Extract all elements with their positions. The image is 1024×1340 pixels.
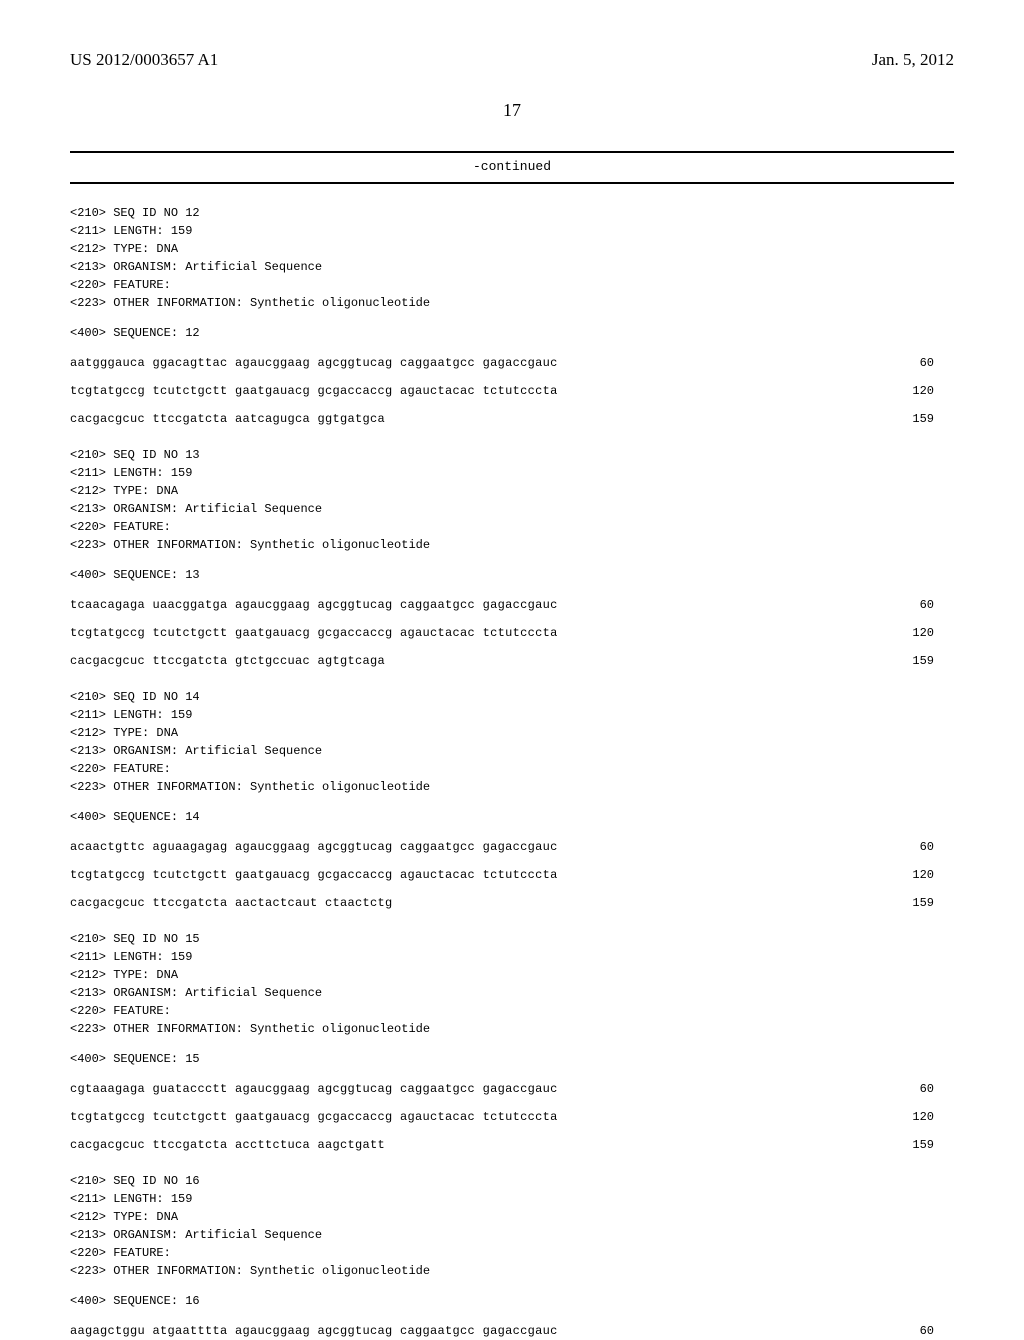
sequence-row: cacgacgcuc ttccgatcta accttctuca aagctga… <box>70 1136 954 1154</box>
sequence-marker: <400> SEQUENCE: 12 <box>70 324 954 342</box>
sequence-position: 159 <box>912 410 954 428</box>
sequence-row: aagagctggu atgaatttta agaucggaag agcggtu… <box>70 1322 954 1340</box>
sequence-header-line: <211> LENGTH: 159 <box>70 222 954 240</box>
sequence-text: cacgacgcuc ttccgatcta gtctgccuac agtgtca… <box>70 652 385 670</box>
sequence-row: tcgtatgccg tcutctgctt gaatgauacg gcgacca… <box>70 866 954 884</box>
sequence-header-line: <210> SEQ ID NO 14 <box>70 688 954 706</box>
sequence-position: 60 <box>920 1080 954 1098</box>
continued-label: -continued <box>70 159 954 174</box>
sequence-text: cacgacgcuc ttccgatcta aatcagugca ggtgatg… <box>70 410 385 428</box>
sequence-header-line: <210> SEQ ID NO 13 <box>70 446 954 464</box>
sequence-position: 120 <box>912 624 954 642</box>
sequence-header-line: <212> TYPE: DNA <box>70 482 954 500</box>
sequence-row: cgtaaagaga guataccctt agaucggaag agcggtu… <box>70 1080 954 1098</box>
sequence-header-line: <220> FEATURE: <box>70 760 954 778</box>
sequence-row: cacgacgcuc ttccgatcta aactactcaut ctaact… <box>70 894 954 912</box>
sequence-text: tcgtatgccg tcutctgctt gaatgauacg gcgacca… <box>70 382 558 400</box>
sequence-header-line: <223> OTHER INFORMATION: Synthetic oligo… <box>70 294 954 312</box>
sequence-header-line: <210> SEQ ID NO 15 <box>70 930 954 948</box>
sequence-header-line: <212> TYPE: DNA <box>70 240 954 258</box>
sequence-listing: <210> SEQ ID NO 12<211> LENGTH: 159<212>… <box>70 204 954 1340</box>
sequence-position: 60 <box>920 838 954 856</box>
sequence-header-line: <212> TYPE: DNA <box>70 724 954 742</box>
divider-top <box>70 151 954 153</box>
sequence-header-line: <212> TYPE: DNA <box>70 1208 954 1226</box>
sequence-header: <210> SEQ ID NO 13<211> LENGTH: 159<212>… <box>70 446 954 554</box>
header-row: US 2012/0003657 A1 Jan. 5, 2012 <box>70 50 954 70</box>
sequence-marker: <400> SEQUENCE: 13 <box>70 566 954 584</box>
sequence-header-line: <213> ORGANISM: Artificial Sequence <box>70 742 954 760</box>
sequence-header-line: <212> TYPE: DNA <box>70 966 954 984</box>
sequence-marker: <400> SEQUENCE: 16 <box>70 1292 954 1310</box>
sequence-header: <210> SEQ ID NO 16<211> LENGTH: 159<212>… <box>70 1172 954 1280</box>
sequence-row: cacgacgcuc ttccgatcta aatcagugca ggtgatg… <box>70 410 954 428</box>
sequence-text: acaactgttc aguaagagag agaucggaag agcggtu… <box>70 838 558 856</box>
sequence-marker: <400> SEQUENCE: 14 <box>70 808 954 826</box>
sequence-position: 60 <box>920 596 954 614</box>
sequence-header-line: <220> FEATURE: <box>70 1002 954 1020</box>
publication-date: Jan. 5, 2012 <box>872 50 954 70</box>
sequence-text: tcaacagaga uaacggatga agaucggaag agcggtu… <box>70 596 558 614</box>
sequence-header-line: <210> SEQ ID NO 12 <box>70 204 954 222</box>
sequence-header-line: <213> ORGANISM: Artificial Sequence <box>70 258 954 276</box>
sequence-header-line: <223> OTHER INFORMATION: Synthetic oligo… <box>70 778 954 796</box>
sequence-header-line: <213> ORGANISM: Artificial Sequence <box>70 1226 954 1244</box>
sequence-position: 159 <box>912 1136 954 1154</box>
sequence-position: 120 <box>912 866 954 884</box>
sequence-text: tcgtatgccg tcutctgctt gaatgauacg gcgacca… <box>70 624 558 642</box>
sequence-header-line: <220> FEATURE: <box>70 276 954 294</box>
sequence-position: 120 <box>912 1108 954 1126</box>
sequence-text: tcgtatgccg tcutctgctt gaatgauacg gcgacca… <box>70 866 558 884</box>
sequence-header-line: <223> OTHER INFORMATION: Synthetic oligo… <box>70 536 954 554</box>
sequence-row: tcgtatgccg tcutctgctt gaatgauacg gcgacca… <box>70 382 954 400</box>
sequence-row: acaactgttc aguaagagag agaucggaag agcggtu… <box>70 838 954 856</box>
sequence-header: <210> SEQ ID NO 15<211> LENGTH: 159<212>… <box>70 930 954 1038</box>
sequence-header-line: <213> ORGANISM: Artificial Sequence <box>70 500 954 518</box>
sequence-header-line: <211> LENGTH: 159 <box>70 464 954 482</box>
sequence-position: 60 <box>920 354 954 372</box>
sequence-text: cgtaaagaga guataccctt agaucggaag agcggtu… <box>70 1080 558 1098</box>
divider-bottom <box>70 182 954 184</box>
sequence-position: 120 <box>912 382 954 400</box>
sequence-header-line: <211> LENGTH: 159 <box>70 706 954 724</box>
sequence-text: tcgtatgccg tcutctgctt gaatgauacg gcgacca… <box>70 1108 558 1126</box>
sequence-header: <210> SEQ ID NO 14<211> LENGTH: 159<212>… <box>70 688 954 796</box>
sequence-text: cacgacgcuc ttccgatcta accttctuca aagctga… <box>70 1136 385 1154</box>
sequence-header-line: <223> OTHER INFORMATION: Synthetic oligo… <box>70 1020 954 1038</box>
sequence-header-line: <220> FEATURE: <box>70 1244 954 1262</box>
sequence-row: aatgggauca ggacagttac agaucggaag agcggtu… <box>70 354 954 372</box>
sequence-header-line: <211> LENGTH: 159 <box>70 1190 954 1208</box>
sequence-header-line: <223> OTHER INFORMATION: Synthetic oligo… <box>70 1262 954 1280</box>
sequence-header-line: <210> SEQ ID NO 16 <box>70 1172 954 1190</box>
sequence-row: cacgacgcuc ttccgatcta gtctgccuac agtgtca… <box>70 652 954 670</box>
page-number: 17 <box>70 100 954 121</box>
sequence-header-line: <213> ORGANISM: Artificial Sequence <box>70 984 954 1002</box>
sequence-text: aatgggauca ggacagttac agaucggaag agcggtu… <box>70 354 558 372</box>
sequence-row: tcgtatgccg tcutctgctt gaatgauacg gcgacca… <box>70 1108 954 1126</box>
sequence-position: 159 <box>912 652 954 670</box>
publication-number: US 2012/0003657 A1 <box>70 50 218 70</box>
sequence-position: 159 <box>912 894 954 912</box>
sequence-text: cacgacgcuc ttccgatcta aactactcaut ctaact… <box>70 894 393 912</box>
sequence-header-line: <211> LENGTH: 159 <box>70 948 954 966</box>
sequence-row: tcgtatgccg tcutctgctt gaatgauacg gcgacca… <box>70 624 954 642</box>
sequence-header-line: <220> FEATURE: <box>70 518 954 536</box>
sequence-row: tcaacagaga uaacggatga agaucggaag agcggtu… <box>70 596 954 614</box>
sequence-header: <210> SEQ ID NO 12<211> LENGTH: 159<212>… <box>70 204 954 312</box>
sequence-position: 60 <box>920 1322 954 1340</box>
sequence-text: aagagctggu atgaatttta agaucggaag agcggtu… <box>70 1322 558 1340</box>
sequence-marker: <400> SEQUENCE: 15 <box>70 1050 954 1068</box>
